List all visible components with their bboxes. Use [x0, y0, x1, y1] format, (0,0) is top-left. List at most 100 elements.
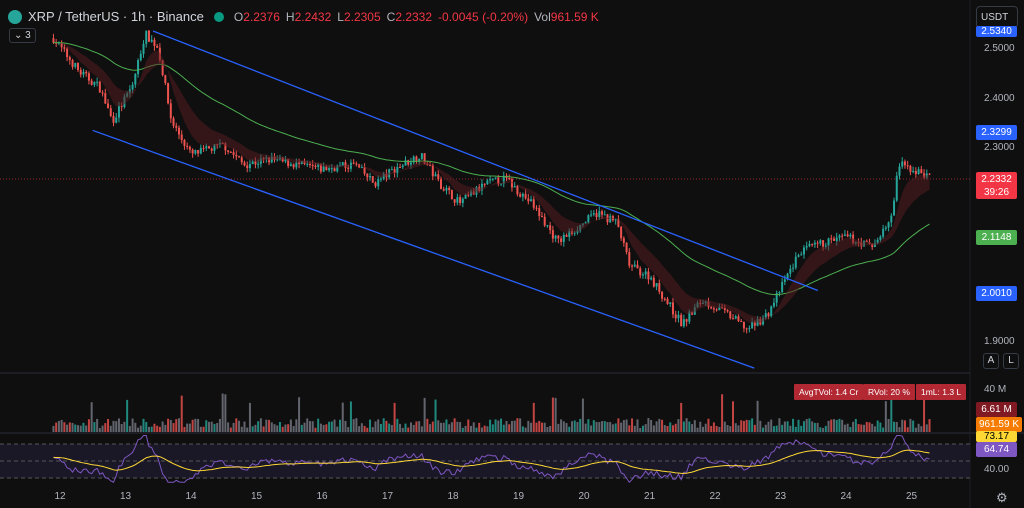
- candle-body: [322, 166, 325, 172]
- candle-body: [802, 247, 805, 255]
- volume-bar: [633, 425, 636, 432]
- time-axis-label: 13: [119, 491, 132, 502]
- candle-body: [590, 214, 593, 216]
- volume-bar: [530, 422, 533, 432]
- candle-body: [663, 298, 666, 300]
- candle-body: [830, 238, 833, 240]
- volume-bar: [382, 418, 385, 432]
- volume-bar: [513, 420, 516, 432]
- volume-bar: [764, 424, 767, 432]
- candle-body: [519, 194, 522, 197]
- volume-bar: [742, 420, 745, 432]
- close-value: 2.2332: [395, 9, 433, 24]
- candle-body: [90, 80, 93, 85]
- candle-body: [341, 162, 344, 166]
- volume-bar: [164, 424, 167, 432]
- indicators-toggle-button[interactable]: ⌄ 3: [9, 28, 36, 43]
- candle-body: [521, 193, 524, 197]
- volume-bar: [811, 421, 814, 432]
- volume-bar: [420, 426, 423, 432]
- candle-body: [96, 81, 99, 83]
- candle-body: [298, 162, 301, 164]
- candle-body: [778, 292, 781, 294]
- volume-bar: [352, 419, 355, 432]
- volume-bar: [177, 418, 180, 432]
- candle-body: [502, 175, 505, 184]
- volume-bar: [93, 422, 96, 432]
- volume-bar: [101, 425, 104, 432]
- price-tag-channel-bottom: 2.0010: [976, 286, 1017, 301]
- time-axis-label: 17: [381, 491, 394, 502]
- volume-bar: [470, 425, 473, 432]
- volume-bar: [805, 419, 808, 432]
- volume-bar: [543, 422, 546, 432]
- candle-body: [800, 254, 803, 256]
- volume-bar: [797, 419, 800, 432]
- candle-body: [917, 169, 920, 175]
- volume-bar: [137, 427, 140, 432]
- volume-bar: [794, 426, 797, 432]
- price-tag-ma: 2.1148: [976, 230, 1017, 245]
- volume-bar: [254, 424, 257, 432]
- currency-select[interactable]: USDT ⌄: [976, 6, 1018, 34]
- volume-bar: [186, 423, 189, 432]
- volume-bar: [770, 419, 773, 432]
- candle-body: [248, 164, 251, 169]
- volume-bar: [333, 419, 336, 432]
- auto-scale-button[interactable]: A: [983, 353, 999, 369]
- volume-bar: [210, 421, 213, 432]
- open-label: O: [233, 9, 244, 24]
- candle-body: [167, 83, 170, 104]
- volume-bar: [835, 419, 838, 432]
- volume-bar: [598, 422, 601, 432]
- symbol-title[interactable]: XRP / TetherUS · 1h · Binance: [28, 9, 204, 24]
- volume-bar: [565, 423, 568, 432]
- volume-bar: [631, 418, 634, 432]
- volume-bar: [96, 418, 99, 432]
- volume-bar: [404, 423, 407, 432]
- settings-icon[interactable]: ⚙: [996, 490, 1008, 505]
- volume-bar: [863, 424, 866, 432]
- volume-bar: [830, 419, 833, 432]
- volume-bar: [300, 424, 303, 432]
- volume-bar: [846, 423, 849, 432]
- candle-body: [134, 73, 137, 85]
- candle-body: [93, 82, 96, 85]
- candle-body: [243, 162, 246, 166]
- candle-body: [246, 165, 249, 169]
- volume-bar: [289, 419, 292, 432]
- volume-bar: [677, 419, 680, 432]
- volume-bar: [901, 419, 904, 432]
- volume-bar: [306, 418, 309, 432]
- volume-bar: [852, 421, 855, 432]
- volume-bar: [341, 402, 344, 432]
- candle-body: [898, 166, 901, 176]
- candle-body: [513, 186, 516, 188]
- candle-body: [685, 319, 688, 322]
- candle-body: [240, 157, 243, 163]
- volume-bar: [753, 424, 756, 432]
- candle-body: [115, 117, 118, 123]
- candle-body: [751, 321, 754, 329]
- volume-bar: [385, 420, 388, 432]
- rvol-stat: RVol: 20 %: [863, 384, 915, 400]
- candle-body: [587, 215, 590, 223]
- volume-bar: [691, 424, 694, 432]
- volume-bar: [696, 427, 699, 432]
- volume-bar: [510, 420, 513, 432]
- volume-bar: [467, 419, 470, 432]
- volume-bar: [620, 422, 623, 432]
- volume-bar: [393, 402, 396, 432]
- candle-body: [598, 211, 601, 218]
- volume-bar: [243, 421, 246, 432]
- volume-bar: [197, 419, 200, 432]
- log-scale-button[interactable]: L: [1003, 353, 1019, 369]
- volume-bar: [715, 425, 718, 432]
- candle-body: [177, 127, 180, 135]
- volume-bar: [251, 426, 254, 432]
- candle-body: [843, 234, 846, 236]
- candle-body: [295, 162, 298, 168]
- volume-bar: [775, 425, 778, 432]
- volume-bar: [871, 423, 874, 432]
